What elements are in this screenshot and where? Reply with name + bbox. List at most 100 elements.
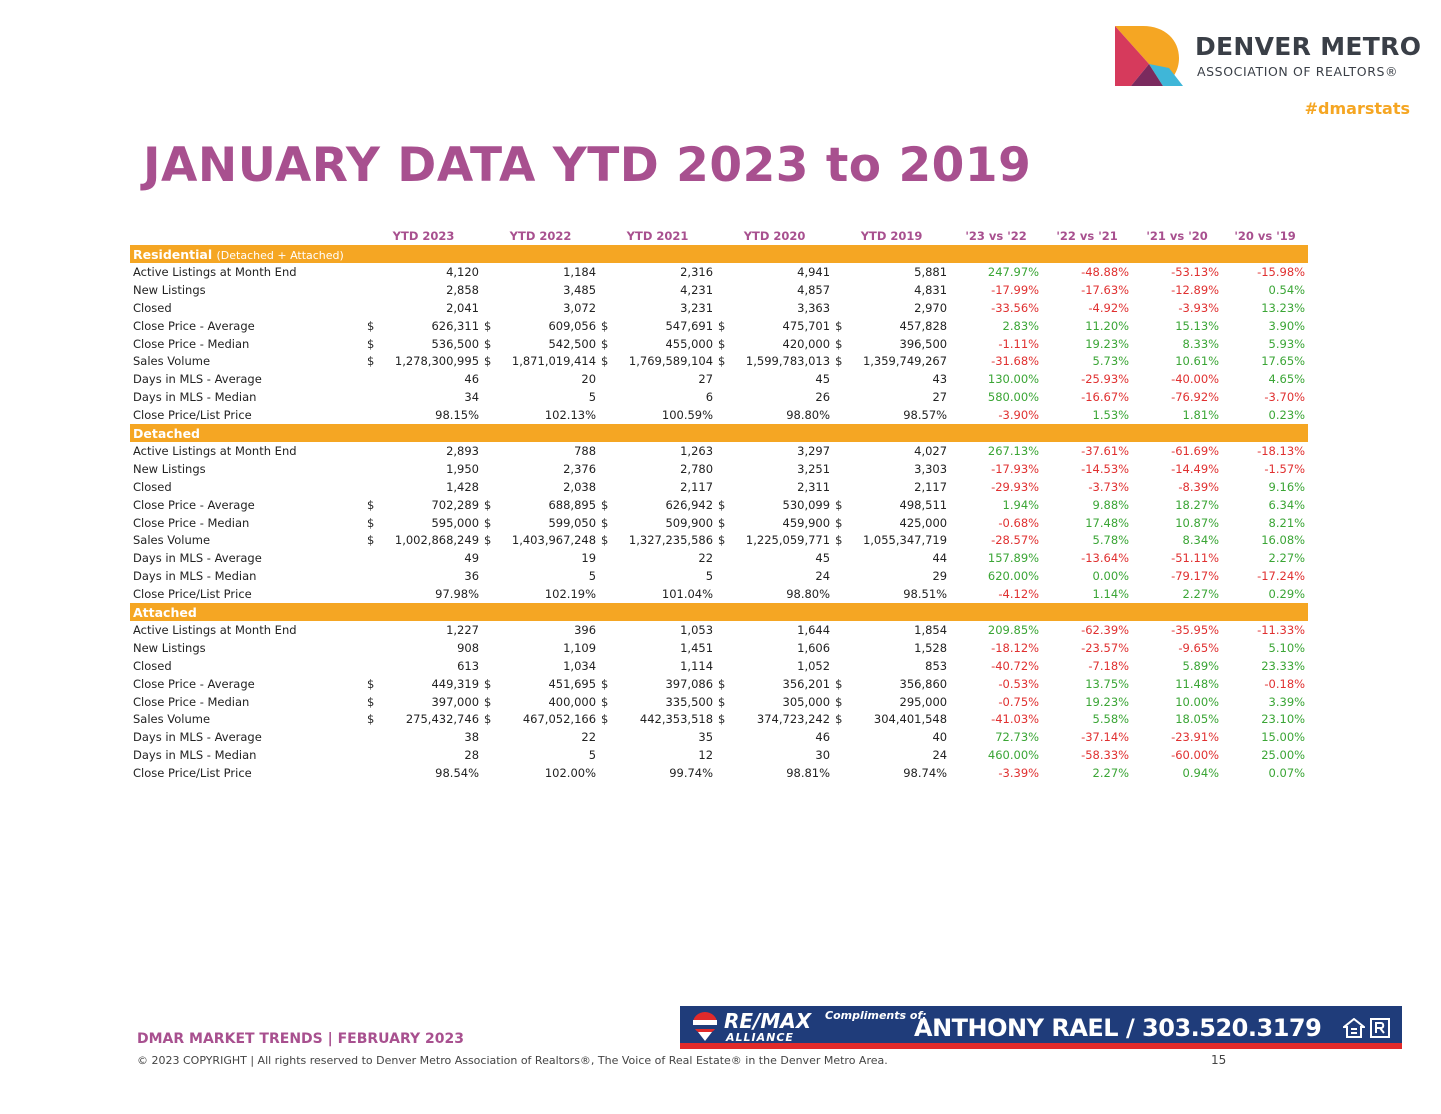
change-cell: -61.69%: [1171, 443, 1220, 458]
change-cell: -13.64%: [1081, 551, 1130, 566]
row-label: Sales Volume: [133, 354, 211, 369]
value-cell: 467,052,166: [522, 712, 597, 727]
value-cell: 26: [815, 390, 831, 405]
value-cell: 1,109: [563, 640, 597, 655]
dollar-sign: $: [601, 515, 609, 530]
value-cell: 2,316: [680, 264, 714, 279]
table-row: New Listings 908 1,109 1,451 1,606 1,528 -18.1…: [130, 639, 1308, 657]
dollar-sign: [716, 657, 726, 675]
value-cell: 595,000: [431, 515, 480, 530]
dollar-sign: [365, 442, 375, 460]
dollar-sign: [833, 388, 843, 406]
dollar-sign: $: [367, 354, 375, 369]
change-cell: 1.94%: [1002, 497, 1040, 512]
dollar-sign: [482, 478, 492, 496]
change-cell: -8.39%: [1178, 479, 1220, 494]
value-cell: 5,881: [914, 264, 948, 279]
dollar-sign: [365, 299, 375, 317]
dollar-sign: $: [367, 318, 375, 333]
change-cell: -40.72%: [991, 658, 1040, 673]
dollar-sign: [833, 460, 843, 478]
change-cell: 19.23%: [1085, 336, 1130, 351]
value-cell: 613: [457, 658, 480, 673]
value-cell: 1,263: [680, 443, 714, 458]
change-cell: 0.07%: [1268, 766, 1306, 781]
row-label: Close Price - Average: [133, 318, 255, 333]
dollar-sign: $: [601, 694, 609, 709]
change-cell: -17.93%: [991, 461, 1040, 476]
dollar-sign: $: [718, 336, 726, 351]
logo-subtitle: ASSOCIATION OF REALTORS®: [1197, 64, 1399, 79]
value-cell: 29: [932, 569, 948, 584]
change-cell: 17.48%: [1085, 515, 1130, 530]
value-cell: 4,231: [680, 282, 714, 297]
row-label: Days in MLS - Average: [133, 551, 262, 566]
dollar-sign: $: [835, 318, 843, 333]
dollar-sign: [599, 585, 609, 603]
change-cell: 2.27%: [1268, 551, 1306, 566]
dollar-sign: [833, 639, 843, 657]
dollar-sign: [482, 728, 492, 746]
change-cell: 8.21%: [1268, 515, 1306, 530]
value-cell: 3,485: [563, 282, 597, 297]
dollar-sign: [833, 585, 843, 603]
dollar-sign: [716, 460, 726, 478]
value-cell: 498,511: [899, 497, 948, 512]
table-row: Days in MLS - Average 46 20 27 45 43 130.00% -2…: [130, 370, 1308, 388]
dollar-sign: [599, 746, 609, 764]
change-cell: -40.00%: [1171, 372, 1220, 387]
change-cell: -51.11%: [1171, 551, 1220, 566]
dollar-sign: [833, 764, 843, 782]
value-cell: 1,769,589,104: [628, 354, 714, 369]
value-cell: 1,002,868,249: [394, 533, 480, 548]
dollar-sign: [716, 567, 726, 585]
dollar-sign: $: [718, 694, 726, 709]
dollar-sign: [833, 281, 843, 299]
dollar-sign: [716, 299, 726, 317]
value-cell: 24: [932, 748, 948, 763]
dollar-sign: [716, 388, 726, 406]
dollar-sign: $: [601, 354, 609, 369]
dollar-sign: [599, 442, 609, 460]
change-cell: 72.73%: [995, 730, 1040, 745]
value-cell: 397,000: [431, 694, 480, 709]
value-cell: 1,950: [446, 461, 480, 476]
table-row: Sales Volume $1,002,868,249 $1,403,967,248…: [130, 531, 1308, 549]
change-cell: -23.57%: [1081, 640, 1130, 655]
value-cell: 43: [932, 372, 948, 387]
page-number: 15: [1211, 1053, 1227, 1067]
change-cell: 18.05%: [1175, 712, 1220, 727]
section-header: Residential (Detached + Attached): [130, 245, 1309, 263]
dollar-sign: $: [367, 497, 375, 512]
change-cell: 11.48%: [1175, 676, 1220, 691]
change-cell: -0.53%: [998, 676, 1040, 691]
dollar-sign: $: [484, 515, 492, 530]
table-row: Close Price - Median $536,500 $542,500 $455…: [130, 335, 1308, 353]
value-cell: 626,942: [665, 497, 714, 512]
row-label: Days in MLS - Median: [133, 569, 257, 584]
dollar-sign: [365, 370, 375, 388]
dollar-sign: [482, 549, 492, 567]
change-cell: 247.97%: [987, 264, 1040, 279]
dollar-sign: [482, 263, 492, 281]
value-cell: 1,327,235,586: [628, 533, 714, 548]
row-label: Days in MLS - Average: [133, 730, 262, 745]
table-row: Sales Volume $1,278,300,995 $1,871,019,414…: [130, 352, 1308, 370]
dollar-sign: [599, 460, 609, 478]
change-cell: 0.94%: [1182, 766, 1220, 781]
value-cell: 98.51%: [903, 587, 948, 602]
dollar-sign: $: [484, 676, 492, 691]
dollar-sign: $: [601, 712, 609, 727]
dollar-sign: $: [835, 354, 843, 369]
change-cell: 10.61%: [1175, 354, 1220, 369]
column-header: '21 vs '20: [1146, 229, 1208, 243]
change-cell: 0.00%: [1092, 569, 1130, 584]
remax-balloon-icon: [693, 1012, 717, 1041]
row-label: Closed: [133, 479, 172, 494]
row-label: Sales Volume: [133, 533, 211, 548]
dollar-sign: [716, 549, 726, 567]
change-cell: 9.88%: [1092, 497, 1130, 512]
value-cell: 34: [464, 390, 480, 405]
dollar-sign: $: [718, 318, 726, 333]
dollar-sign: $: [367, 515, 375, 530]
